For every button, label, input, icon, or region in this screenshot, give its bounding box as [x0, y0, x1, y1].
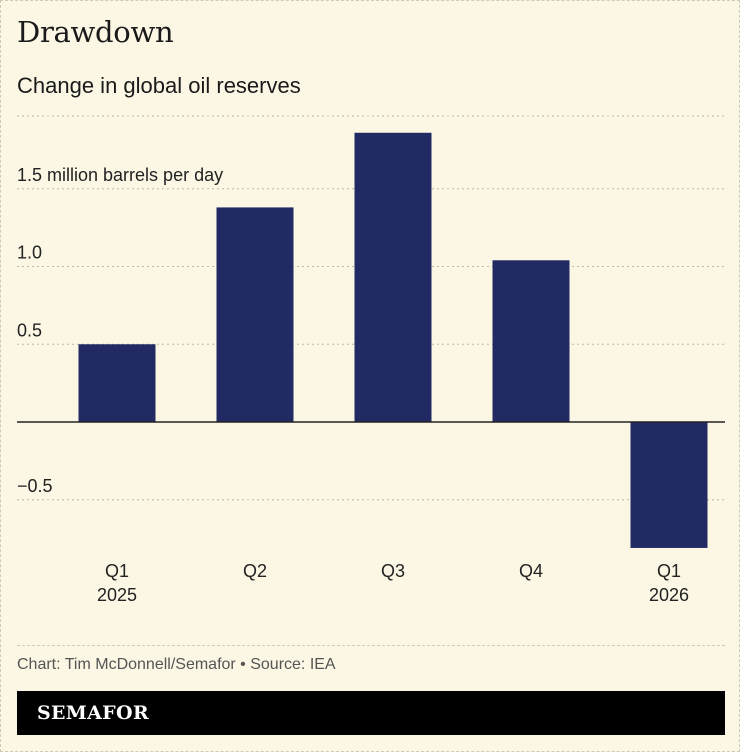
- bar: [78, 344, 156, 422]
- x-tick-label: Q1: [657, 561, 681, 581]
- y-tick-label: 1.5 million barrels per day: [17, 165, 223, 185]
- y-tick-label: 1.0: [17, 243, 42, 263]
- x-tick-sublabel: 2026: [649, 585, 689, 605]
- bar: [492, 260, 570, 422]
- bar: [216, 207, 294, 422]
- bar-chart: 1.5 million barrels per day 1.0 0.5 −0.5 Q1 2…: [17, 115, 725, 605]
- y-tick-label: 0.5: [17, 320, 42, 340]
- y-tick-label: −0.5: [17, 476, 53, 496]
- x-tick-sublabel: 2025: [97, 585, 137, 605]
- x-tick-label: Q1: [105, 561, 129, 581]
- brand-bar: SEMAFOR: [17, 691, 725, 735]
- x-tick-label: Q2: [243, 561, 267, 581]
- chart-title: Drawdown: [17, 15, 174, 49]
- footer-divider: [17, 645, 725, 646]
- x-tick-label: Q3: [381, 561, 405, 581]
- chart-subtitle: Change in global oil reserves: [17, 73, 301, 98]
- x-tick-label: Q4: [519, 561, 543, 581]
- semafor-logo: SEMAFOR: [37, 702, 149, 724]
- bar: [630, 422, 708, 548]
- bar: [354, 132, 432, 422]
- chart-credit: Chart: Tim McDonnell/Semafor • Source: I…: [17, 656, 336, 673]
